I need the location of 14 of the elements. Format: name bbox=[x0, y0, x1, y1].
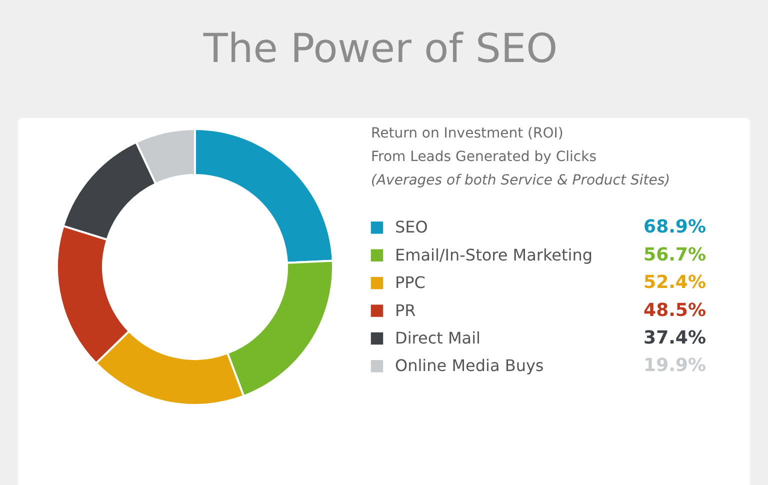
legend-label: SEO bbox=[395, 218, 428, 237]
data-label: 52.4% bbox=[644, 272, 706, 294]
data-label: 56.7% bbox=[644, 244, 706, 266]
text: (Averages of both Service & Product Sites) bbox=[371, 172, 670, 189]
legend-label: Direct Mail bbox=[395, 328, 480, 348]
chart-title: The Power of SEO bbox=[202, 26, 558, 72]
text: Return on Investment (ROI) From Leads Generated by Clicks bbox=[371, 126, 597, 166]
legend-label: Online Media Buys bbox=[395, 356, 544, 376]
data-label: 48.5% bbox=[644, 300, 706, 321]
legend-label: PR bbox=[395, 300, 416, 320]
data-label: 37.4% bbox=[644, 327, 706, 348]
legend-label: Email/In-Store Marketing bbox=[395, 245, 593, 264]
legend-label: PPC bbox=[395, 273, 426, 292]
data-label: 68.9% bbox=[644, 216, 706, 238]
